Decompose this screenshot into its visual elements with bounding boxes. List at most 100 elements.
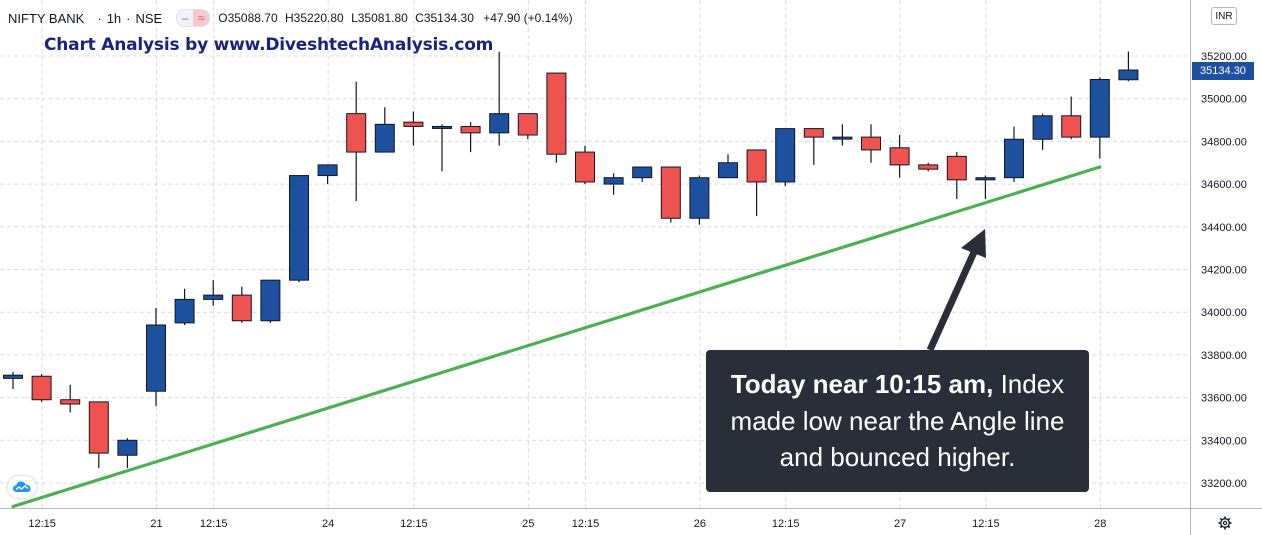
symbol-header: NIFTY BANK · 1h · NSE – ≈ O35088.70 H352…: [8, 9, 573, 27]
open-label: O: [218, 11, 228, 25]
y-tick-label: 34800.00: [1201, 136, 1247, 148]
callout-line3: and bounced higher.: [779, 442, 1016, 473]
y-tick-label: 34000.00: [1201, 307, 1247, 319]
gear-icon[interactable]: [1216, 514, 1234, 532]
candle-body: [88, 401, 109, 454]
candle: [1061, 96, 1082, 140]
candle: [946, 152, 967, 200]
candle-body: [861, 136, 881, 151]
candle-body: [803, 128, 824, 138]
x-tick-label: 12:15: [28, 518, 56, 530]
close-label: C: [415, 11, 424, 25]
change-value: +47.90 (+0.14%): [483, 11, 573, 25]
candle-body: [31, 375, 52, 401]
candle-body: [603, 177, 624, 185]
interval[interactable]: 1h: [106, 10, 122, 26]
minus-icon[interactable]: –: [177, 10, 194, 26]
candle: [1032, 113, 1053, 150]
candle-body: [3, 374, 23, 379]
candle: [289, 175, 309, 283]
candle-body: [117, 439, 138, 456]
candle: [460, 122, 481, 153]
candle: [31, 374, 52, 402]
candle: [918, 162, 939, 172]
candle: [174, 288, 195, 326]
low-label: L: [351, 11, 358, 25]
candle: [775, 128, 796, 187]
candle: [889, 134, 910, 178]
wave-icon[interactable]: ≈: [193, 10, 210, 26]
callout-bold: Today near 10:15 am,: [730, 369, 994, 400]
callout-line2: made low near the Angle line: [730, 405, 1065, 436]
annotation-callout: Today near 10:15 am, Index made low near…: [706, 350, 1089, 492]
candle-body: [460, 125, 481, 134]
candle: [517, 113, 538, 140]
candle: [861, 124, 881, 163]
candle-body: [689, 177, 710, 219]
candle-body: [231, 294, 252, 322]
candle: [1089, 77, 1110, 159]
candle-body: [918, 164, 939, 170]
tradingview-cloud-icon[interactable]: [8, 476, 36, 498]
x-tick-label: 12:15: [772, 518, 800, 530]
candle-body: [403, 121, 424, 127]
candle: [1118, 51, 1139, 82]
y-tick-label: 34600.00: [1201, 179, 1247, 191]
candle-body: [1004, 138, 1024, 179]
chart-caption: Chart Analysis by www.DiveshtechAnalysis…: [44, 35, 494, 55]
x-axis-labels: 12:15 21 12:15 24 12:15 25 12:15 26 12:15 27 12:15…: [28, 518, 1106, 530]
candle: [1004, 126, 1024, 182]
candle-body: [832, 136, 853, 140]
y-tick-label: 34200.00: [1201, 265, 1247, 277]
candle: [575, 145, 595, 185]
x-tick-label: 24: [322, 518, 334, 530]
low-value: 35081.80: [357, 11, 408, 25]
candle: [632, 166, 653, 182]
candle-body: [346, 113, 367, 153]
candle-body: [718, 162, 738, 179]
candle-body: [775, 128, 796, 183]
callout-arrow: [926, 229, 986, 352]
callout-line1: Today near 10:15 am, Index: [731, 369, 1064, 399]
x-tick-label: 21: [150, 518, 162, 530]
candle-body: [432, 125, 452, 129]
candle: [832, 124, 853, 146]
candle-body: [946, 155, 967, 181]
candle-body: [1061, 115, 1082, 138]
y-tick-label: 33200.00: [1201, 478, 1247, 490]
candle: [374, 107, 395, 153]
high-value: 35220.80: [293, 11, 344, 25]
candle: [660, 166, 681, 223]
y-tick-label: 35200.00: [1201, 51, 1247, 63]
candle-body: [660, 166, 681, 219]
candle: [746, 149, 767, 217]
candle-body: [575, 151, 595, 183]
candle-body: [317, 164, 338, 177]
candle: [803, 128, 824, 165]
candles: [3, 51, 1139, 469]
x-tick-label: 12:15: [572, 518, 600, 530]
candle: [403, 111, 424, 146]
candle-body: [146, 324, 166, 392]
y-tick-label: 33600.00: [1201, 393, 1247, 405]
candle-body: [1089, 78, 1110, 138]
symbol-name[interactable]: NIFTY BANK: [8, 10, 85, 26]
y-tick-label: 34400.00: [1201, 222, 1247, 234]
candle: [689, 175, 710, 225]
exchange: NSE: [135, 10, 163, 26]
candle-body: [975, 177, 996, 181]
candle-body: [60, 399, 81, 405]
trendline: [11, 165, 1102, 509]
candle: [975, 175, 996, 200]
close-value: 35134.30: [423, 11, 474, 25]
y-tick-label: 33800.00: [1201, 350, 1247, 362]
y-tick-label: 33400.00: [1201, 435, 1247, 447]
currency-badge[interactable]: INR: [1211, 7, 1237, 25]
x-tick-label: 25: [522, 518, 534, 530]
candle-body: [374, 123, 395, 153]
candle: [346, 81, 367, 202]
indicator-pill[interactable]: – ≈: [176, 9, 211, 27]
candle: [203, 280, 224, 306]
